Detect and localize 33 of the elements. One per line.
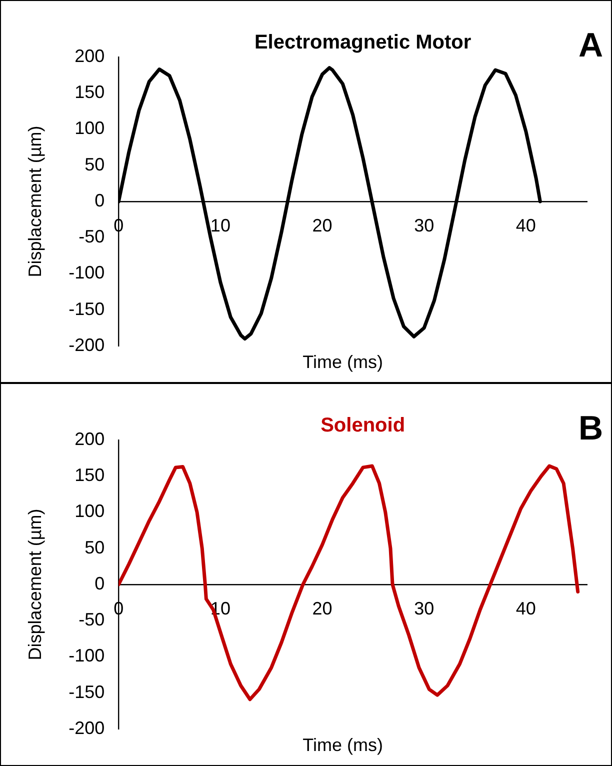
y-tick-label: -100: [68, 646, 105, 666]
x-axis-title: Time (ms): [302, 352, 383, 372]
chart-title: Solenoid: [320, 414, 406, 437]
x-tick-label: 30: [414, 215, 434, 236]
annotation: A: [578, 26, 603, 64]
y-tick-label: 0: [94, 190, 105, 210]
x-tick-label: 30: [414, 598, 434, 618]
x-tick-label: 40: [516, 598, 536, 618]
x-tick-label: 40: [516, 215, 536, 236]
y-tick-label: 50: [84, 537, 105, 558]
y-tick-label: 100: [74, 501, 105, 522]
y-tick-label: 100: [74, 118, 105, 138]
y-tick-label: 0: [94, 573, 105, 594]
y-tick-label: 150: [74, 465, 105, 486]
y-axis-title: Displacement (µm): [24, 508, 45, 660]
y-tick-label: -200: [68, 718, 105, 738]
y-tick-label: -100: [68, 262, 105, 283]
y-axis-title: Displacement (µm): [24, 126, 45, 278]
y-tick-label: 200: [74, 46, 105, 66]
y-tick-label: -50: [78, 226, 105, 247]
chart-title: Electromagnetic Motor: [254, 32, 472, 54]
y-tick-label: 150: [74, 82, 105, 102]
x-axis-title: Time (ms): [302, 734, 383, 755]
y-tick-label: -50: [78, 610, 105, 630]
y-tick-label: -150: [68, 298, 105, 319]
annotation: B: [578, 409, 603, 448]
y-tick-label: -150: [68, 682, 105, 702]
x-tick-label: 20: [312, 215, 332, 236]
y-tick-label: 50: [84, 154, 105, 174]
y-tick-label: -200: [68, 334, 105, 355]
y-tick-label: 200: [74, 428, 105, 449]
x-tick-label: 10: [210, 215, 230, 236]
x-tick-label: 20: [312, 598, 332, 618]
